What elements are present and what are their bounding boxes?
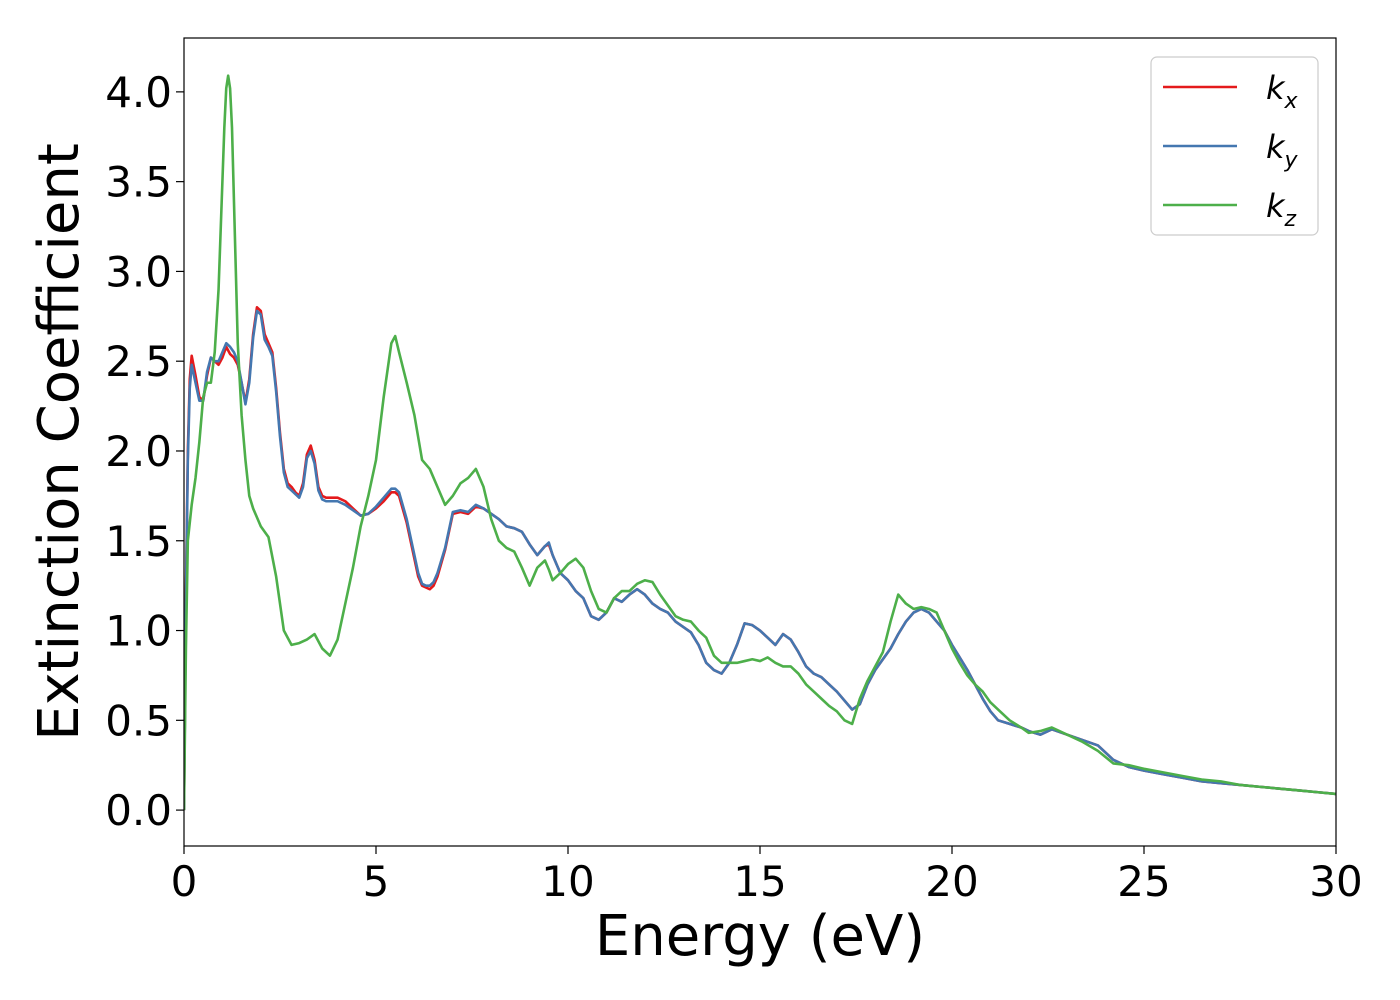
x-tick-label: 20 bbox=[925, 857, 978, 906]
y-axis: 0.0 0.5 1.0 1.5 2.0 2.5 3.0 3.5 4.0 bbox=[105, 68, 184, 835]
legend-label-base: k bbox=[1266, 187, 1286, 225]
legend-label-subscript: x bbox=[1284, 89, 1299, 114]
y-tick-label: 3.5 bbox=[105, 158, 172, 207]
legend-label-base: k bbox=[1266, 128, 1286, 166]
y-tick-label: 4.0 bbox=[105, 68, 172, 117]
x-tick-label: 30 bbox=[1309, 857, 1362, 906]
legend-label-z: kz bbox=[1266, 187, 1297, 232]
y-tick-label: 1.0 bbox=[105, 607, 172, 656]
legend-label-y: ky bbox=[1266, 128, 1299, 173]
y-tick-label: 0.0 bbox=[105, 786, 172, 835]
x-axis: 0 5 10 15 20 25 30 bbox=[171, 846, 1363, 906]
x-axis-label: Energy (eV) bbox=[595, 904, 925, 969]
legend-label-subscript: y bbox=[1284, 148, 1299, 173]
series-line-kz bbox=[184, 74, 1336, 811]
y-tick-label: 2.0 bbox=[105, 427, 172, 476]
legend-label-x: kx bbox=[1266, 69, 1299, 114]
legend-label-subscript: z bbox=[1284, 207, 1297, 232]
x-tick-label: 0 bbox=[171, 857, 198, 906]
x-tick-label: 25 bbox=[1117, 857, 1170, 906]
series-layer bbox=[184, 74, 1336, 811]
y-tick-label: 2.5 bbox=[105, 337, 172, 386]
series-line-kx bbox=[184, 306, 1336, 811]
x-tick-label: 5 bbox=[363, 857, 390, 906]
x-tick-label: 15 bbox=[733, 857, 786, 906]
y-tick-label: 0.5 bbox=[105, 696, 172, 745]
series-line-ky bbox=[184, 309, 1336, 811]
y-axis-label: Extinction Coefficient bbox=[27, 143, 92, 741]
legend-label-base: k bbox=[1266, 69, 1286, 107]
x-tick-label: 10 bbox=[541, 857, 594, 906]
y-tick-label: 1.5 bbox=[105, 517, 172, 566]
y-tick-label: 3.0 bbox=[105, 247, 172, 296]
